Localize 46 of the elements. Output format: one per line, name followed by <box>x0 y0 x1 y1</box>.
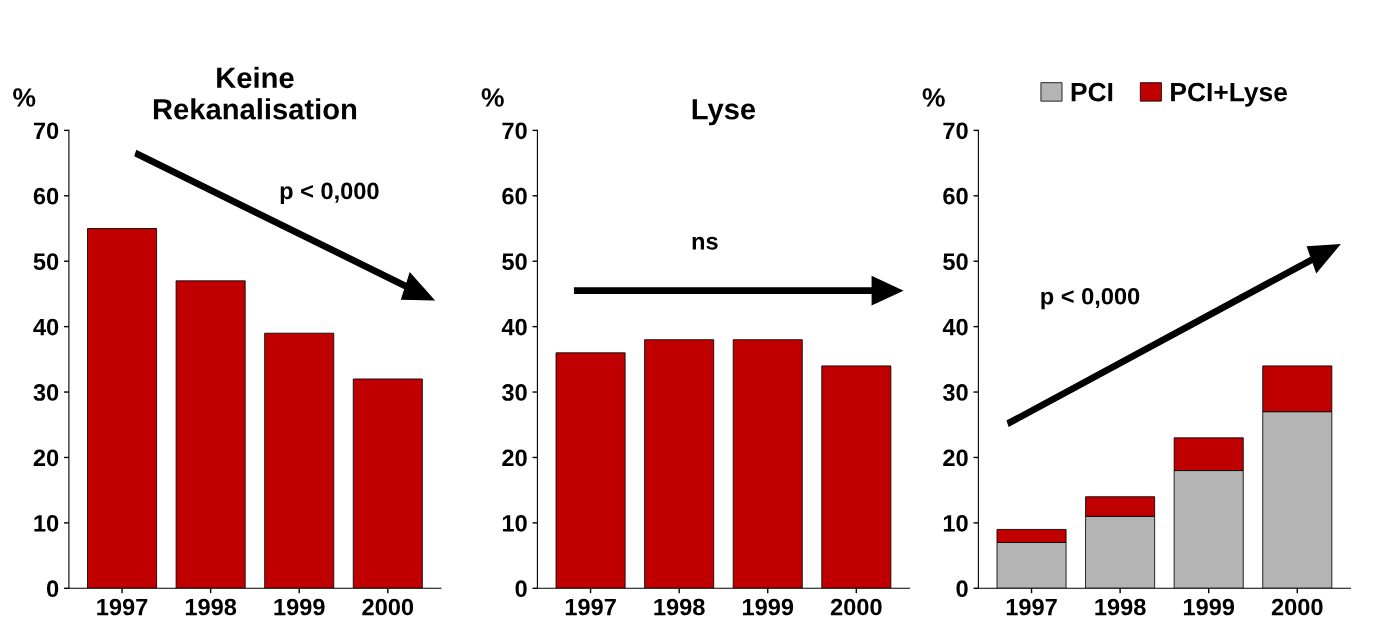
annotation: ns <box>692 236 718 250</box>
y-axis-title: % <box>481 88 504 107</box>
x-tick-label: 1998 <box>1095 598 1146 616</box>
y-tick-label: 0 <box>515 580 527 598</box>
x-tick-label: 1998 <box>185 598 237 616</box>
y-tick-label: 20 <box>943 449 968 467</box>
y-tick-label: 50 <box>502 253 527 270</box>
y-tick-label: 50 <box>943 253 968 270</box>
y-tick-label: 30 <box>33 384 59 401</box>
y-tick-label: 30 <box>501 384 527 401</box>
y-tick-label: 10 <box>943 514 968 532</box>
y-tick-label: 20 <box>502 449 527 467</box>
y-tick-label: 20 <box>33 449 59 467</box>
annotation: p < 0,000 <box>280 182 379 204</box>
y-tick-label: 50 <box>33 253 59 270</box>
y-tick-label: 10 <box>502 514 527 532</box>
x-tick-label: 2000 <box>1271 598 1323 616</box>
x-tick-label: 2000 <box>362 598 414 616</box>
annotation: p < 0,000 <box>1041 287 1140 310</box>
x-tick-label: 1999 <box>742 598 794 616</box>
y-tick-label: 70 <box>33 122 59 140</box>
legend-label: PCI+Lyse <box>1171 82 1288 107</box>
x-tick-label: 1997 <box>565 598 616 616</box>
x-tick-label: 1997 <box>1006 598 1057 616</box>
legend-label: PCI <box>1071 82 1113 102</box>
x-tick-label: 1998 <box>654 598 705 616</box>
x-tick-label: 1997 <box>97 598 148 616</box>
y-tick-label: 40 <box>942 318 968 336</box>
y-tick-label: 40 <box>501 318 527 336</box>
y-tick-label: 70 <box>943 122 968 140</box>
y-tick-label: 0 <box>956 580 968 598</box>
y-tick-label: 10 <box>34 514 59 532</box>
chart-title: Keine Rekanalisation <box>153 66 357 120</box>
y-tick-label: 0 <box>46 580 59 598</box>
y-axis-title: % <box>13 88 36 107</box>
x-tick-label: 2000 <box>830 598 882 616</box>
x-tick-label: 1999 <box>274 598 325 616</box>
y-tick-label: 60 <box>502 187 527 205</box>
y-tick-label: 40 <box>33 318 59 336</box>
y-tick-label: 70 <box>502 122 527 140</box>
y-tick-label: 60 <box>33 187 59 205</box>
y-tick-label: 60 <box>943 187 968 205</box>
chart-title: Lyse <box>692 99 756 126</box>
x-tick-label: 1999 <box>1183 598 1235 616</box>
y-axis-title: % <box>922 88 945 107</box>
y-tick-label: 30 <box>942 384 968 401</box>
